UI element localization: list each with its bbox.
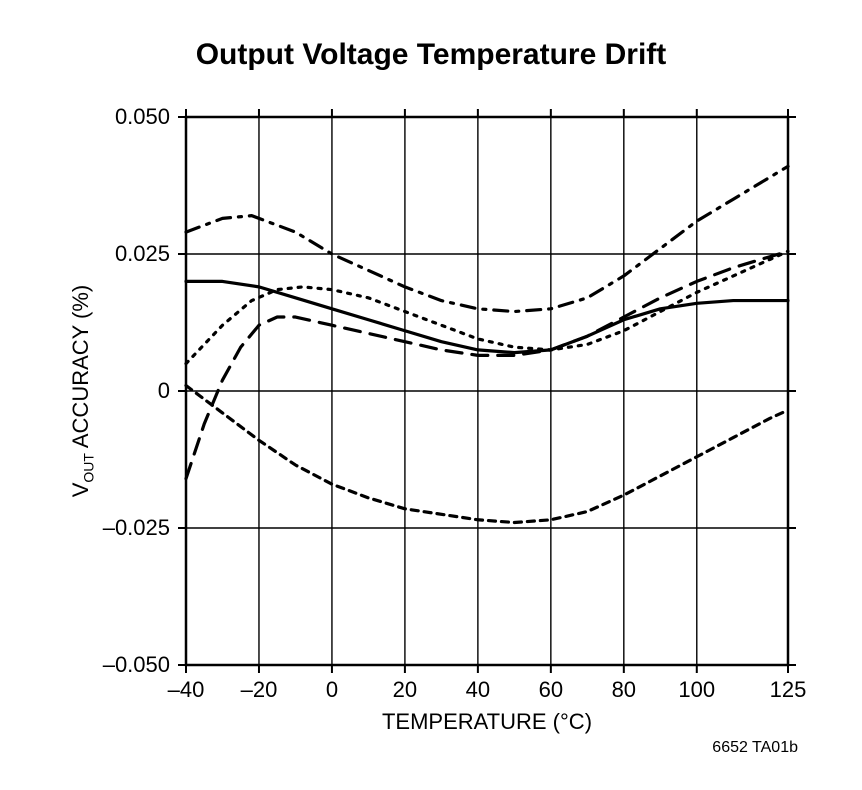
ytick-label: 0 — [90, 378, 170, 404]
chart-title: Output Voltage Temperature Drift — [0, 38, 862, 72]
xtick-label: –40 — [168, 677, 205, 703]
xtick-label: 0 — [326, 677, 338, 703]
x-axis-label: TEMPERATURE (°C) — [186, 709, 788, 735]
chart-plot-area — [176, 107, 798, 675]
xtick-label: 40 — [466, 677, 490, 703]
xtick-label: 80 — [612, 677, 636, 703]
chart-id-footer: 6652 TA01b — [668, 739, 798, 757]
ylabel-rest: ACCURACY (%) — [68, 285, 93, 453]
xtick-label: 125 — [770, 677, 807, 703]
ytick-label: –0.050 — [90, 652, 170, 678]
xtick-label: 60 — [539, 677, 563, 703]
ylabel-v: V — [68, 483, 93, 498]
xtick-label: 100 — [678, 677, 715, 703]
ytick-label: 0.025 — [90, 241, 170, 267]
xtick-label: –20 — [241, 677, 278, 703]
ylabel-sub: OUT — [80, 453, 96, 483]
ytick-label: –0.025 — [90, 515, 170, 541]
xtick-label: 20 — [393, 677, 417, 703]
ytick-label: 0.050 — [90, 104, 170, 130]
y-axis-label: VOUT ACCURACY (%) — [68, 117, 96, 665]
page: Output Voltage Temperature Drift –40 –20 0… — [0, 0, 862, 790]
